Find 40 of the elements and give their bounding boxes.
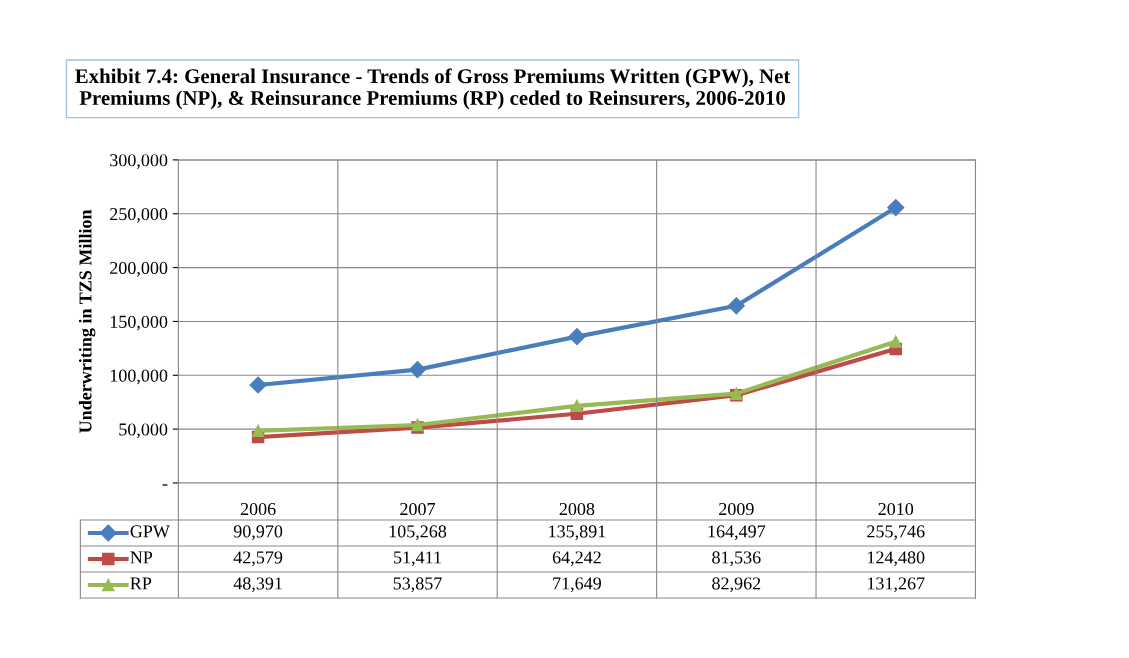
data-label: 81,536 — [712, 551, 761, 567]
point — [570, 399, 584, 413]
x-tick-label: 2010 — [878, 502, 914, 516]
data-label: 135,891 — [549, 525, 606, 541]
data-label: 53,857 — [393, 577, 442, 593]
data-label: 71,649 — [553, 577, 602, 593]
point — [887, 199, 905, 217]
point — [568, 328, 586, 346]
point — [249, 376, 267, 394]
data-label: 131,267 — [868, 577, 925, 593]
data-label: 82,962 — [712, 577, 761, 593]
point — [727, 297, 745, 315]
y-tick-label: - — [162, 484, 168, 486]
data-label: 105,268 — [389, 525, 447, 541]
x-tick-label: 2008 — [559, 502, 595, 516]
data-label: 124,480 — [868, 551, 925, 567]
data-label: 42,579 — [233, 551, 283, 567]
y-tick-label: 50,000 — [119, 423, 168, 439]
y-tick-label: 300,000 — [110, 154, 168, 169]
point — [408, 361, 427, 379]
x-tick-label: 2006 — [240, 502, 276, 516]
y-tick-label: 250,000 — [110, 208, 168, 223]
y-tick-label: 150,000 — [110, 315, 168, 331]
data-label: 164,497 — [708, 525, 766, 541]
y-axis-title: Underwriting in TZS Million — [78, 209, 96, 433]
point — [251, 424, 265, 438]
chart-title: Exhibit 7.4: General Insurance - Trends of Gross Premiums Written (GPW), Net Premiums (NP), & Reinsurance Premiums (RP) ceded to Reinsurers, 2006-2010 — [75, 68, 791, 110]
data-label: 48,391 — [233, 577, 282, 593]
point — [889, 335, 902, 348]
data-label: 51,411 — [394, 551, 441, 567]
legend-label: RP — [130, 577, 152, 590]
y-tick-label: 100,000 — [110, 369, 168, 385]
x-tick-label: 2007 — [400, 502, 436, 516]
legend-label: NP — [130, 551, 153, 564]
data-label: 64,242 — [552, 551, 601, 567]
data-label: 90,970 — [233, 525, 283, 541]
legend-label: GPW — [130, 525, 170, 538]
y-tick-label: 200,000 — [110, 261, 168, 277]
data-label: 255,746 — [867, 525, 925, 541]
x-tick-label: 2009 — [719, 502, 754, 516]
